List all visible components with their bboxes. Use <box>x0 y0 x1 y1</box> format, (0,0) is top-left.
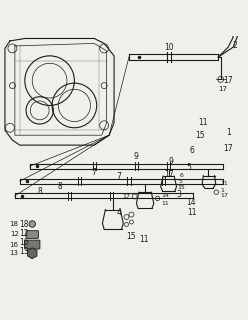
Text: 3: 3 <box>176 190 181 199</box>
Text: 16: 16 <box>10 242 19 248</box>
Text: 12: 12 <box>19 229 28 238</box>
Text: 9: 9 <box>134 153 139 162</box>
Text: 13: 13 <box>19 247 28 256</box>
Text: 11: 11 <box>199 118 208 127</box>
Text: 9: 9 <box>168 157 173 166</box>
Text: 11: 11 <box>161 201 169 206</box>
Text: 7: 7 <box>117 172 122 181</box>
Text: 10: 10 <box>164 43 173 52</box>
Polygon shape <box>28 248 37 259</box>
Text: 17: 17 <box>219 85 228 92</box>
Text: 11: 11 <box>220 180 228 186</box>
Text: 17: 17 <box>123 194 131 199</box>
Text: 18: 18 <box>19 220 28 229</box>
Text: 5: 5 <box>186 163 191 172</box>
Text: 15: 15 <box>177 185 185 190</box>
Text: 6: 6 <box>180 173 184 178</box>
Text: 6: 6 <box>190 146 195 155</box>
Text: 17: 17 <box>164 170 173 180</box>
Text: 1: 1 <box>226 128 231 137</box>
Text: 1: 1 <box>220 188 224 194</box>
Text: 8: 8 <box>37 187 42 196</box>
FancyBboxPatch shape <box>26 231 38 238</box>
Text: 4: 4 <box>117 208 122 217</box>
Text: 15: 15 <box>195 131 204 140</box>
Text: 15: 15 <box>127 232 136 241</box>
Text: 5: 5 <box>179 179 183 184</box>
Text: 8: 8 <box>57 182 62 191</box>
Text: 14: 14 <box>186 198 196 207</box>
Text: 2: 2 <box>233 41 238 50</box>
Text: 18: 18 <box>10 221 19 227</box>
Text: 17: 17 <box>223 144 233 153</box>
Text: 17: 17 <box>223 76 233 85</box>
Text: 14: 14 <box>161 193 169 198</box>
Text: 11: 11 <box>139 235 149 244</box>
Text: 12: 12 <box>10 231 19 237</box>
Text: 7: 7 <box>92 168 97 177</box>
Text: 13: 13 <box>10 250 19 256</box>
Text: 16: 16 <box>19 238 28 247</box>
Text: 17: 17 <box>220 194 228 198</box>
FancyBboxPatch shape <box>25 240 40 249</box>
Circle shape <box>29 221 35 227</box>
Text: 11: 11 <box>187 208 197 217</box>
